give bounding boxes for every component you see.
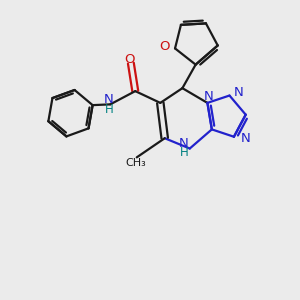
- Text: O: O: [124, 53, 135, 66]
- Text: N: N: [178, 137, 188, 150]
- Text: CH₃: CH₃: [125, 158, 146, 168]
- Text: H: H: [104, 103, 113, 116]
- Text: H: H: [179, 146, 188, 159]
- Text: N: N: [204, 90, 214, 103]
- Text: N: N: [103, 93, 113, 106]
- Text: O: O: [159, 40, 170, 53]
- Text: N: N: [240, 132, 250, 145]
- Text: N: N: [234, 86, 244, 99]
